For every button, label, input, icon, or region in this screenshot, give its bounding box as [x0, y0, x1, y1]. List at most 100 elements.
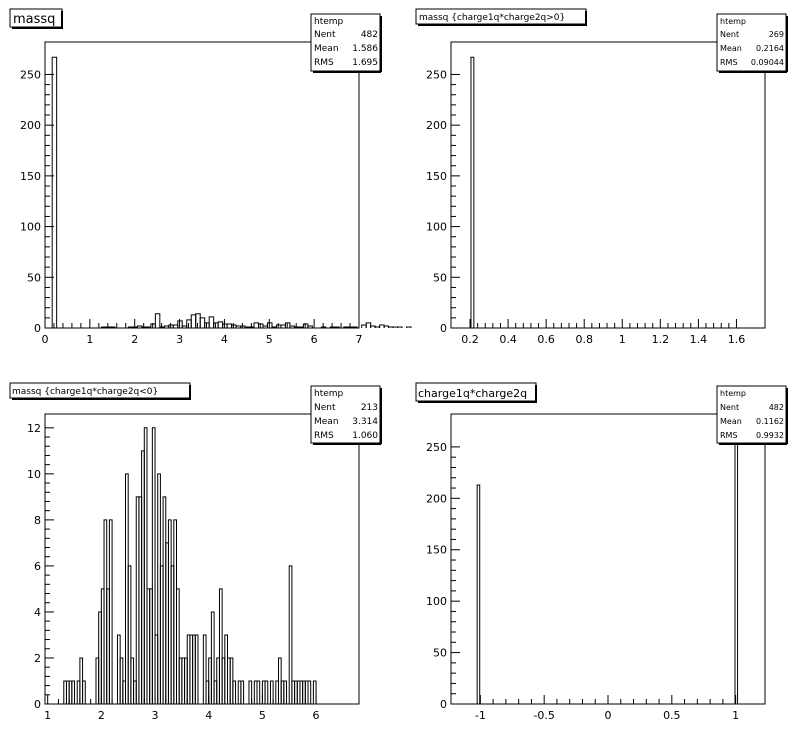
histogram-bar — [51, 56, 58, 328]
y-tick-label: 0 — [440, 698, 447, 711]
y-tick-label: 150 — [20, 170, 41, 183]
x-tick-label: 1.4 — [690, 333, 708, 346]
stats-box: htemp Nent 482 Mean 1.586 RMS 1.695 — [310, 13, 382, 73]
histogram-bar — [176, 588, 180, 704]
x-tick-label: 5 — [266, 333, 273, 346]
y-tick-label: 250 — [20, 68, 41, 81]
stats-name: htemp — [720, 389, 746, 398]
stats-label: Nent — [720, 403, 739, 412]
histogram-bar — [312, 680, 317, 704]
y-tick-label: 2 — [34, 652, 41, 665]
x-axis: 0 1 2 3 4 5 6 7 — [42, 319, 363, 346]
stats-label: Mean — [720, 417, 742, 426]
histogram-bar — [269, 680, 274, 704]
stats-value: 0.9932 — [756, 431, 784, 440]
histogram-bar — [218, 588, 223, 704]
x-tick-label: 1 — [732, 709, 739, 722]
plot-frame — [44, 41, 360, 329]
x-tick-label: 4 — [205, 709, 212, 722]
x-axis: 1 2 3 4 5 6 — [44, 695, 320, 722]
histogram-bar — [476, 484, 481, 704]
stats-label: RMS — [314, 58, 334, 68]
histogram-bar — [109, 326, 116, 328]
histogram-bar — [334, 326, 340, 328]
histogram-bar — [374, 326, 381, 328]
title-box: massq {charge1q*charge2q>0} — [415, 8, 587, 26]
y-tick-label: 200 — [20, 119, 41, 132]
chart-title: massq {charge1q*charge2q>0} — [419, 13, 565, 23]
histogram-bar — [397, 326, 403, 328]
histogram-bar — [240, 680, 245, 704]
x-tick-label: 0.4 — [499, 333, 517, 346]
histogram-bars — [476, 426, 739, 704]
x-tick-label: 1.2 — [652, 333, 670, 346]
stats-label: Mean — [720, 44, 742, 53]
histogram-bar — [108, 519, 113, 704]
stats-value: 1.695 — [352, 58, 378, 68]
histogram-bars — [63, 427, 317, 704]
histogram-bar — [248, 680, 253, 704]
histogram-bar — [470, 56, 475, 328]
x-tick-label: -0.5 — [533, 709, 554, 722]
histogram-bar — [284, 322, 291, 328]
stats-label: Mean — [314, 44, 339, 54]
x-tick-label: 1 — [619, 333, 626, 346]
y-tick-label: 8 — [34, 514, 41, 527]
x-axis: 0.2 0.4 0.6 0.8 1 1.2 1.4 1.6 — [461, 319, 745, 346]
y-tick-label: 50 — [433, 271, 447, 284]
histogram-bar — [352, 326, 358, 328]
histogram-bar — [151, 427, 156, 704]
stats-label: RMS — [720, 58, 738, 67]
histogram-bar — [370, 325, 376, 328]
x-axis: -1 -0.5 0 0.5 1 — [475, 695, 739, 722]
histogram-bar — [154, 313, 161, 328]
stats-box: htemp Nent 482 Mean 0.1162 RMS 0.9932 — [716, 385, 788, 445]
stats-value: 482 — [769, 403, 784, 412]
x-tick-label: 0.2 — [461, 333, 479, 346]
y-tick-label: 50 — [433, 647, 447, 660]
histogram-bar — [190, 314, 197, 328]
stats-value: 482 — [361, 30, 378, 40]
stats-name: htemp — [720, 17, 746, 26]
chart-title: massq — [13, 12, 55, 27]
y-tick-label: 0 — [440, 322, 447, 335]
y-tick-label: 150 — [426, 170, 447, 183]
y-axis: 0 50 100 150 200 250 — [20, 68, 54, 335]
stats-label: Nent — [314, 403, 336, 413]
stats-name: htemp — [314, 17, 344, 27]
plot-frame — [450, 41, 766, 329]
histogram-bar — [71, 680, 76, 704]
y-tick-label: 100 — [426, 221, 447, 234]
panel-massq-same-charge: 0.2 0.4 0.6 0.8 1 1.2 1.4 1.6 0 50 100 150 200 250 m… — [415, 8, 788, 346]
x-tick-label: 2 — [131, 333, 138, 346]
y-tick-label: 12 — [27, 422, 41, 435]
x-tick-label: 1 — [86, 333, 93, 346]
stats-value: 1.060 — [352, 431, 378, 441]
stats-value: 213 — [361, 403, 378, 413]
stats-box: htemp Nent 269 Mean 0.2164 RMS 0.09044 — [716, 13, 788, 73]
stats-label: Mean — [314, 417, 339, 427]
stats-box: htemp Nent 213 Mean 3.314 RMS 1.060 — [310, 385, 382, 445]
x-tick-label: 0.6 — [537, 333, 555, 346]
y-tick-label: 250 — [426, 441, 447, 454]
histogram-bar — [307, 680, 312, 704]
histogram-bar — [388, 326, 394, 328]
x-tick-label: 0.5 — [663, 709, 681, 722]
y-tick-label: 150 — [426, 544, 447, 557]
title-box: charge1q*charge2q — [415, 382, 537, 403]
stats-label: RMS — [314, 431, 334, 441]
x-tick-label: 3 — [152, 709, 159, 722]
panel-massq: 0 1 2 3 4 5 6 7 0 50 100 150 200 250 massq htemp Nen… — [9, 8, 412, 346]
histogram-bar — [202, 634, 207, 704]
histogram-bar — [379, 324, 385, 328]
histogram-bar — [392, 326, 399, 328]
y-tick-label: 0 — [34, 698, 41, 711]
histogram-bar — [194, 634, 199, 704]
stats-label: Nent — [314, 30, 336, 40]
histogram-bar — [253, 322, 260, 328]
stats-value: 269 — [769, 30, 784, 39]
x-tick-label: 4 — [221, 333, 228, 346]
histogram-bar — [264, 680, 269, 704]
y-tick-label: 200 — [426, 119, 447, 132]
